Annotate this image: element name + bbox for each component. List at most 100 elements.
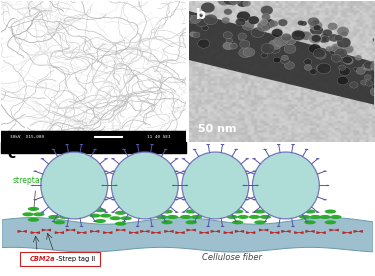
Circle shape (190, 15, 201, 23)
Circle shape (262, 18, 275, 28)
Circle shape (297, 20, 304, 25)
Circle shape (237, 11, 250, 22)
Circle shape (94, 208, 106, 212)
Circle shape (230, 43, 237, 49)
Circle shape (291, 30, 305, 41)
Polygon shape (94, 230, 99, 233)
Circle shape (308, 17, 320, 26)
Circle shape (161, 220, 173, 224)
Circle shape (262, 25, 268, 30)
Polygon shape (152, 232, 156, 234)
Circle shape (111, 199, 115, 200)
Circle shape (325, 220, 336, 224)
Circle shape (339, 65, 346, 70)
Circle shape (339, 67, 350, 76)
Polygon shape (116, 229, 121, 231)
Circle shape (364, 61, 374, 69)
Circle shape (193, 221, 196, 222)
Circle shape (65, 144, 69, 145)
Circle shape (309, 69, 317, 75)
Circle shape (22, 212, 34, 216)
Circle shape (365, 81, 372, 86)
Polygon shape (140, 230, 145, 233)
Polygon shape (66, 229, 70, 231)
Circle shape (323, 171, 327, 172)
Polygon shape (18, 230, 22, 233)
Polygon shape (294, 232, 299, 234)
Circle shape (237, 0, 248, 7)
Circle shape (206, 226, 210, 227)
Circle shape (186, 209, 197, 214)
Circle shape (223, 0, 236, 5)
Circle shape (294, 31, 302, 37)
Circle shape (324, 67, 330, 72)
Circle shape (337, 76, 348, 85)
Circle shape (316, 158, 320, 160)
Polygon shape (134, 232, 138, 234)
Circle shape (313, 49, 326, 58)
Circle shape (204, 14, 218, 25)
Polygon shape (224, 232, 228, 234)
Ellipse shape (252, 152, 319, 219)
Circle shape (350, 82, 358, 88)
Polygon shape (240, 230, 244, 233)
Circle shape (322, 29, 332, 37)
Ellipse shape (182, 152, 249, 219)
Circle shape (343, 56, 352, 63)
Circle shape (198, 39, 210, 48)
Circle shape (321, 36, 330, 43)
Text: c: c (8, 147, 16, 161)
Circle shape (114, 185, 118, 186)
Circle shape (309, 20, 322, 30)
Polygon shape (235, 230, 240, 233)
Polygon shape (77, 232, 82, 234)
Circle shape (263, 221, 267, 222)
Circle shape (224, 9, 232, 15)
Circle shape (48, 215, 60, 219)
Circle shape (315, 51, 326, 59)
Polygon shape (22, 230, 27, 233)
Polygon shape (70, 229, 75, 231)
Polygon shape (129, 232, 134, 234)
Polygon shape (204, 232, 209, 234)
Circle shape (284, 44, 296, 53)
Circle shape (31, 185, 34, 186)
Circle shape (33, 199, 37, 200)
Circle shape (304, 220, 316, 224)
Circle shape (80, 226, 83, 227)
Circle shape (260, 215, 271, 219)
Circle shape (111, 171, 115, 172)
Circle shape (206, 144, 210, 145)
Circle shape (272, 29, 283, 37)
Polygon shape (2, 217, 373, 252)
Circle shape (339, 54, 350, 63)
Circle shape (300, 31, 312, 40)
Circle shape (313, 25, 321, 31)
Circle shape (245, 199, 249, 200)
Circle shape (277, 144, 280, 145)
Circle shape (164, 221, 168, 222)
Circle shape (245, 158, 249, 160)
Circle shape (28, 207, 39, 211)
Circle shape (188, 15, 198, 23)
Circle shape (361, 80, 368, 85)
Polygon shape (211, 230, 215, 233)
Circle shape (291, 144, 295, 145)
Circle shape (28, 218, 39, 222)
Circle shape (196, 17, 209, 27)
Circle shape (221, 144, 224, 145)
Circle shape (52, 221, 56, 222)
Polygon shape (165, 230, 169, 233)
Circle shape (201, 25, 208, 31)
Circle shape (225, 41, 236, 49)
Circle shape (182, 171, 186, 172)
Circle shape (136, 226, 140, 227)
Circle shape (161, 209, 173, 214)
Circle shape (104, 199, 108, 200)
Circle shape (174, 199, 178, 200)
Circle shape (305, 149, 309, 150)
Circle shape (245, 211, 249, 213)
Circle shape (332, 37, 338, 42)
Polygon shape (187, 229, 191, 231)
Text: a: a (8, 7, 18, 21)
